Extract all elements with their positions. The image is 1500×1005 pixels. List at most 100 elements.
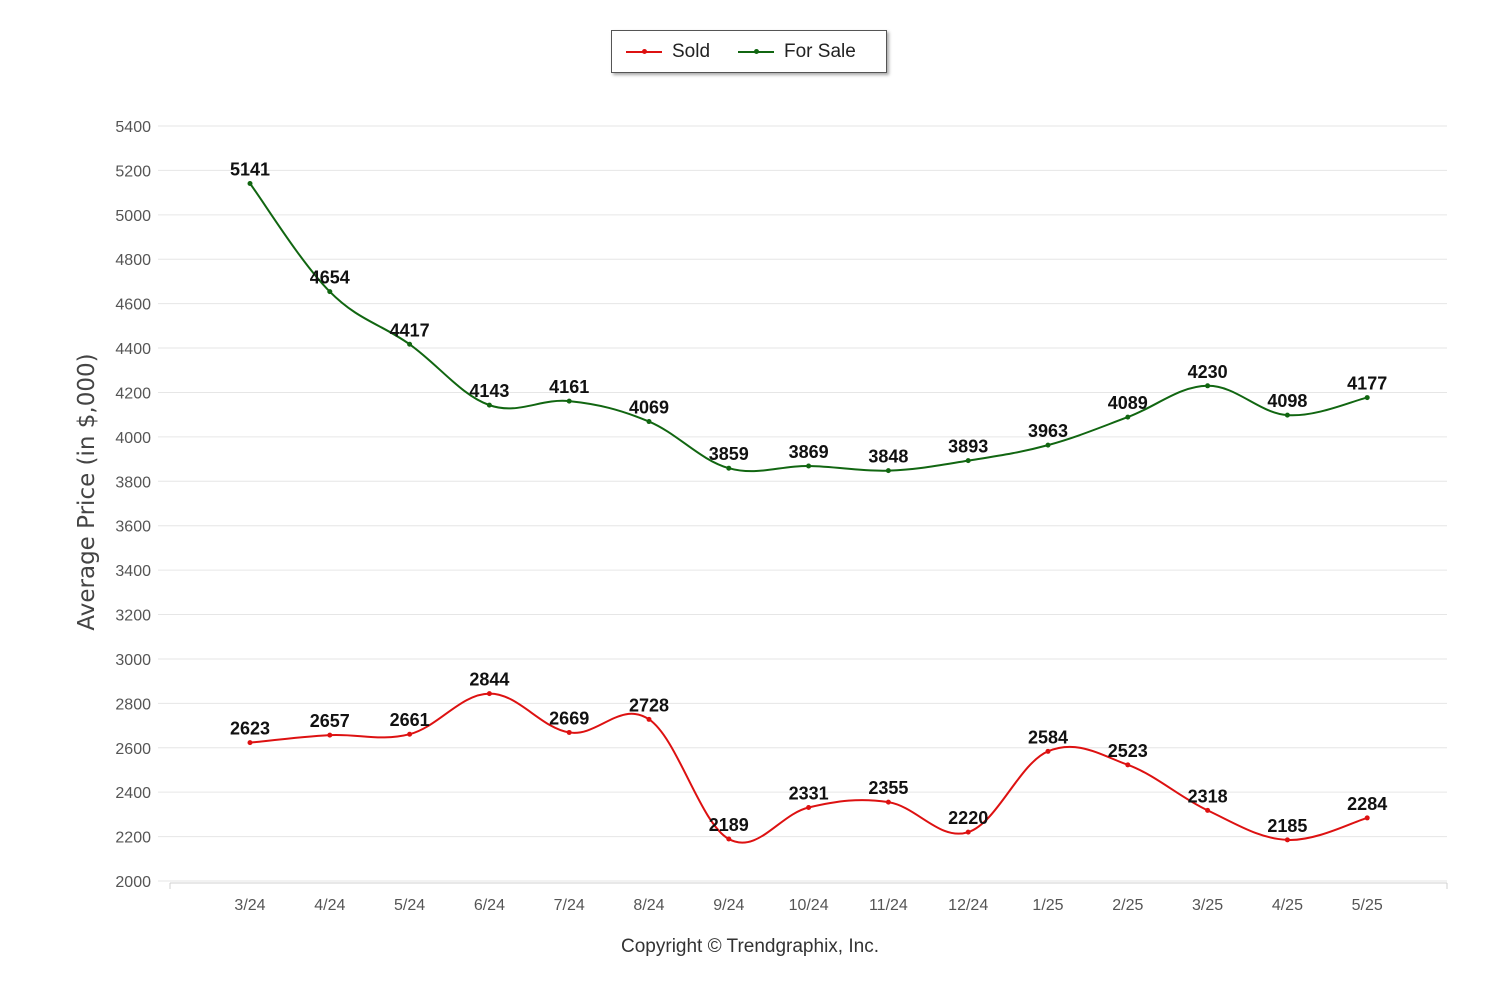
- data-label-for-sale: 3869: [789, 442, 829, 462]
- x-tick-label: 5/24: [394, 897, 425, 914]
- data-label-sold: 2355: [868, 778, 908, 798]
- data-point-for-sale[interactable]: [1364, 395, 1370, 401]
- data-label-sold: 2284: [1347, 794, 1387, 814]
- legend-item-sold[interactable]: Sold: [626, 41, 710, 63]
- y-tick-label: 4800: [115, 252, 151, 269]
- y-tick-label: 5200: [115, 163, 151, 180]
- data-point-for-sale[interactable]: [1205, 383, 1211, 389]
- y-tick-label: 4000: [115, 430, 151, 447]
- data-label-for-sale: 4654: [310, 268, 350, 288]
- x-tick-label: 5/25: [1352, 897, 1383, 914]
- data-point-for-sale[interactable]: [327, 289, 333, 295]
- data-label-for-sale: 4230: [1188, 362, 1228, 382]
- data-point-sold[interactable]: [566, 729, 572, 735]
- data-label-sold: 2584: [1028, 727, 1068, 747]
- y-tick-label: 2000: [115, 874, 151, 891]
- data-label-sold: 2185: [1267, 816, 1307, 836]
- data-point-sold[interactable]: [1284, 837, 1290, 843]
- data-point-sold[interactable]: [1205, 807, 1211, 813]
- x-tick-label: 3/25: [1192, 897, 1223, 914]
- data-point-sold[interactable]: [1045, 748, 1051, 754]
- y-tick-label: 2800: [115, 696, 151, 713]
- x-tick-label: 9/24: [713, 897, 744, 914]
- legend-item-for-sale[interactable]: For Sale: [738, 41, 856, 63]
- x-tick-label: 8/24: [633, 897, 664, 914]
- data-point-for-sale[interactable]: [806, 463, 812, 469]
- data-point-for-sale[interactable]: [726, 465, 732, 471]
- data-point-for-sale[interactable]: [965, 458, 971, 464]
- y-axis-title: Average Price (in $,000): [74, 353, 100, 630]
- data-label-for-sale: 4098: [1267, 391, 1307, 411]
- data-point-sold[interactable]: [327, 732, 333, 738]
- data-point-sold[interactable]: [726, 836, 732, 842]
- data-point-for-sale[interactable]: [407, 341, 413, 347]
- data-label-for-sale: 4069: [629, 398, 669, 418]
- data-point-sold[interactable]: [885, 799, 891, 805]
- data-point-for-sale[interactable]: [1284, 412, 1290, 418]
- data-label-sold: 2657: [310, 711, 350, 731]
- x-tick-label: 10/24: [789, 897, 829, 914]
- data-label-for-sale: 3893: [948, 437, 988, 457]
- y-tick-label: 4600: [115, 297, 151, 314]
- data-point-sold[interactable]: [1364, 815, 1370, 821]
- x-tick-label: 6/24: [474, 897, 505, 914]
- data-label-for-sale: 5141: [230, 160, 270, 180]
- data-label-for-sale: 3848: [868, 447, 908, 467]
- axes: 2000 2200 2400 2600 2800 3000 3200 3400 3600 3800…: [115, 119, 1448, 914]
- data-point-sold[interactable]: [965, 829, 971, 835]
- data-label-for-sale: 4177: [1347, 374, 1387, 394]
- data-point-sold[interactable]: [247, 740, 253, 746]
- data-point-sold[interactable]: [646, 716, 652, 722]
- data-label-for-sale: 4143: [469, 381, 509, 401]
- y-tick-label: 2400: [115, 785, 151, 802]
- data-label-sold: 2623: [230, 719, 270, 739]
- x-tick-label: 7/24: [554, 897, 585, 914]
- data-point-sold[interactable]: [407, 731, 413, 737]
- data-label-for-sale: 3963: [1028, 421, 1068, 441]
- data-point-for-sale[interactable]: [1125, 414, 1131, 420]
- data-label-sold: 2523: [1108, 741, 1148, 761]
- data-point-sold[interactable]: [1125, 762, 1131, 768]
- data-point-for-sale[interactable]: [1045, 442, 1051, 448]
- legend-label-sold: Sold: [672, 41, 711, 62]
- x-tick-label: 4/24: [314, 897, 345, 914]
- y-tick-label: 4200: [115, 385, 151, 402]
- x-tick-label: 1/25: [1032, 897, 1063, 914]
- data-point-for-sale[interactable]: [885, 468, 891, 474]
- y-tick-label: 3200: [115, 608, 151, 625]
- data-point-sold[interactable]: [806, 804, 812, 810]
- data-point-for-sale[interactable]: [566, 398, 572, 404]
- data-label-sold: 2661: [390, 710, 430, 730]
- y-tick-label: 3000: [115, 652, 151, 669]
- legend-label-for-sale: For Sale: [784, 41, 856, 62]
- y-tick-label: 2200: [115, 830, 151, 847]
- y-tick-label: 2600: [115, 741, 151, 758]
- data-label-sold: 2318: [1188, 786, 1228, 806]
- data-point-for-sale[interactable]: [646, 419, 652, 425]
- y-tick-label: 3400: [115, 563, 151, 580]
- data-label-sold: 2220: [948, 808, 988, 828]
- y-tick-label: 5400: [115, 119, 151, 136]
- y-tick-label: 4400: [115, 341, 151, 358]
- x-tick-label: 12/24: [948, 897, 988, 914]
- data-labels: 2623 2657 2661 2844 2669 2728 2189 2331 2355 2220…: [230, 160, 1387, 836]
- data-label-sold: 2728: [629, 695, 669, 715]
- data-label-sold: 2189: [709, 815, 749, 835]
- x-tick-label: 3/24: [234, 897, 265, 914]
- y-tick-label: 3800: [115, 474, 151, 491]
- data-label-sold: 2331: [789, 783, 829, 803]
- data-label-for-sale: 3859: [709, 444, 749, 464]
- data-point-for-sale[interactable]: [247, 181, 253, 187]
- data-label-sold: 2669: [549, 708, 589, 728]
- legend: Sold For Sale: [611, 30, 887, 73]
- series-line-for-sale[interactable]: [249, 182, 1368, 473]
- x-tick-label: 4/25: [1272, 897, 1303, 914]
- y-tick-label: 3600: [115, 519, 151, 536]
- data-point-for-sale[interactable]: [486, 402, 492, 408]
- data-point-sold[interactable]: [486, 691, 492, 697]
- y-tick-label: 5000: [115, 208, 151, 225]
- copyright-text: Copyright © Trendgraphix, Inc.: [621, 936, 879, 957]
- data-label-sold: 2844: [469, 670, 509, 690]
